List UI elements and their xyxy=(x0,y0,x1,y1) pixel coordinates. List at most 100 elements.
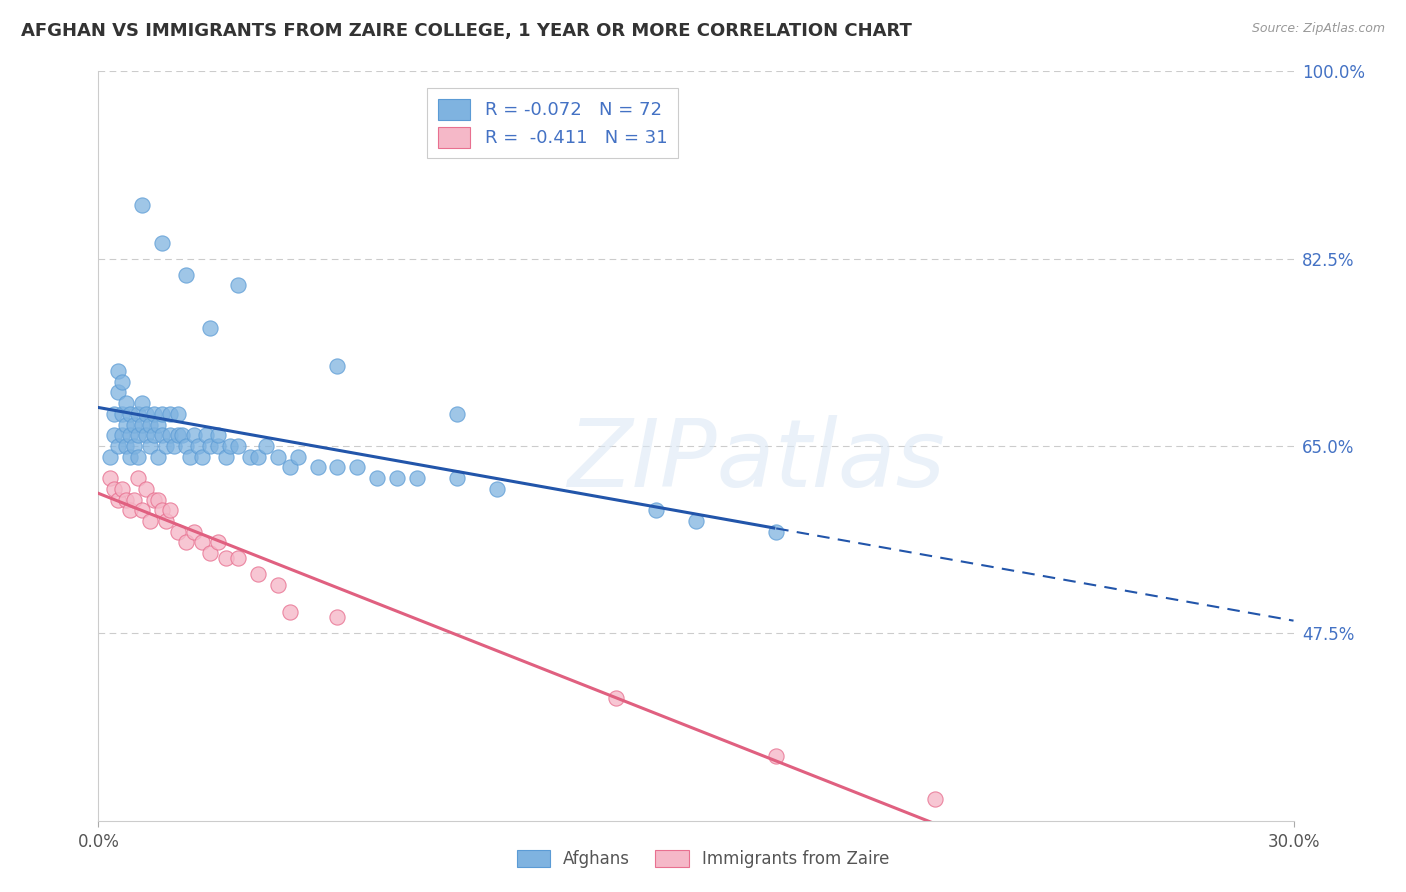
Text: AFGHAN VS IMMIGRANTS FROM ZAIRE COLLEGE, 1 YEAR OR MORE CORRELATION CHART: AFGHAN VS IMMIGRANTS FROM ZAIRE COLLEGE,… xyxy=(21,22,912,40)
Point xyxy=(326,359,349,373)
Point xyxy=(246,450,269,464)
Point xyxy=(267,578,290,592)
Point xyxy=(183,524,205,539)
Point xyxy=(107,492,129,507)
Point xyxy=(148,450,170,464)
Point xyxy=(159,503,181,517)
Point xyxy=(215,450,238,464)
Point xyxy=(111,407,134,421)
Point xyxy=(174,268,197,282)
Point xyxy=(120,428,142,442)
Point xyxy=(239,450,262,464)
Text: Source: ZipAtlas.com: Source: ZipAtlas.com xyxy=(1251,22,1385,36)
Point xyxy=(226,278,249,293)
Point xyxy=(111,482,134,496)
Point xyxy=(124,417,146,432)
Point xyxy=(150,407,173,421)
Point xyxy=(226,551,249,566)
Point xyxy=(107,439,129,453)
Point xyxy=(215,551,238,566)
Point xyxy=(326,610,349,624)
Point xyxy=(115,396,138,410)
Point xyxy=(198,546,221,560)
Point xyxy=(167,428,190,442)
Point xyxy=(346,460,368,475)
Point xyxy=(485,482,508,496)
Point xyxy=(127,407,149,421)
Point xyxy=(159,428,181,442)
Legend: Afghans, Immigrants from Zaire: Afghans, Immigrants from Zaire xyxy=(510,843,896,875)
Point xyxy=(135,407,157,421)
Point xyxy=(163,439,186,453)
Point xyxy=(127,428,149,442)
Point xyxy=(148,417,170,432)
Point xyxy=(127,450,149,464)
Point xyxy=(605,690,627,705)
Point xyxy=(226,439,249,453)
Point xyxy=(107,364,129,378)
Point xyxy=(120,503,142,517)
Point xyxy=(111,375,134,389)
Point xyxy=(120,450,142,464)
Point xyxy=(143,492,166,507)
Point xyxy=(103,482,125,496)
Point xyxy=(765,749,787,764)
Point xyxy=(127,471,149,485)
Point xyxy=(135,428,157,442)
Point xyxy=(148,492,170,507)
Point xyxy=(278,460,301,475)
Point xyxy=(139,439,162,453)
Point xyxy=(150,235,173,250)
Point xyxy=(135,482,157,496)
Point xyxy=(183,428,205,442)
Point xyxy=(131,417,153,432)
Point xyxy=(191,535,214,549)
Point xyxy=(131,503,153,517)
Point xyxy=(143,428,166,442)
Point xyxy=(115,417,138,432)
Point xyxy=(107,385,129,400)
Legend: R = -0.072   N = 72, R =  -0.411   N = 31: R = -0.072 N = 72, R = -0.411 N = 31 xyxy=(427,88,678,159)
Point xyxy=(446,407,468,421)
Point xyxy=(103,407,125,421)
Text: ZIPatlas: ZIPatlas xyxy=(567,416,945,507)
Point xyxy=(307,460,329,475)
Point xyxy=(278,605,301,619)
Y-axis label: College, 1 year or more: College, 1 year or more xyxy=(0,348,8,544)
Point xyxy=(174,439,197,453)
Point xyxy=(207,439,229,453)
Point xyxy=(287,450,309,464)
Point xyxy=(98,450,122,464)
Point xyxy=(198,321,221,335)
Point xyxy=(124,439,146,453)
Point xyxy=(159,407,181,421)
Point xyxy=(685,514,707,528)
Point xyxy=(167,407,190,421)
Point xyxy=(139,417,162,432)
Point xyxy=(179,450,201,464)
Point xyxy=(115,439,138,453)
Point xyxy=(924,792,946,806)
Point xyxy=(187,439,209,453)
Point xyxy=(150,428,173,442)
Point xyxy=(98,471,122,485)
Point xyxy=(139,514,162,528)
Point xyxy=(765,524,787,539)
Point xyxy=(195,428,218,442)
Point xyxy=(111,428,134,442)
Point xyxy=(254,439,277,453)
Point xyxy=(174,535,197,549)
Point xyxy=(446,471,468,485)
Point xyxy=(103,428,125,442)
Point xyxy=(120,407,142,421)
Point xyxy=(167,524,190,539)
Point xyxy=(246,567,269,582)
Point xyxy=(207,535,229,549)
Point xyxy=(131,396,153,410)
Point xyxy=(267,450,290,464)
Point xyxy=(207,428,229,442)
Point xyxy=(172,428,194,442)
Point xyxy=(645,503,668,517)
Point xyxy=(115,492,138,507)
Point xyxy=(385,471,409,485)
